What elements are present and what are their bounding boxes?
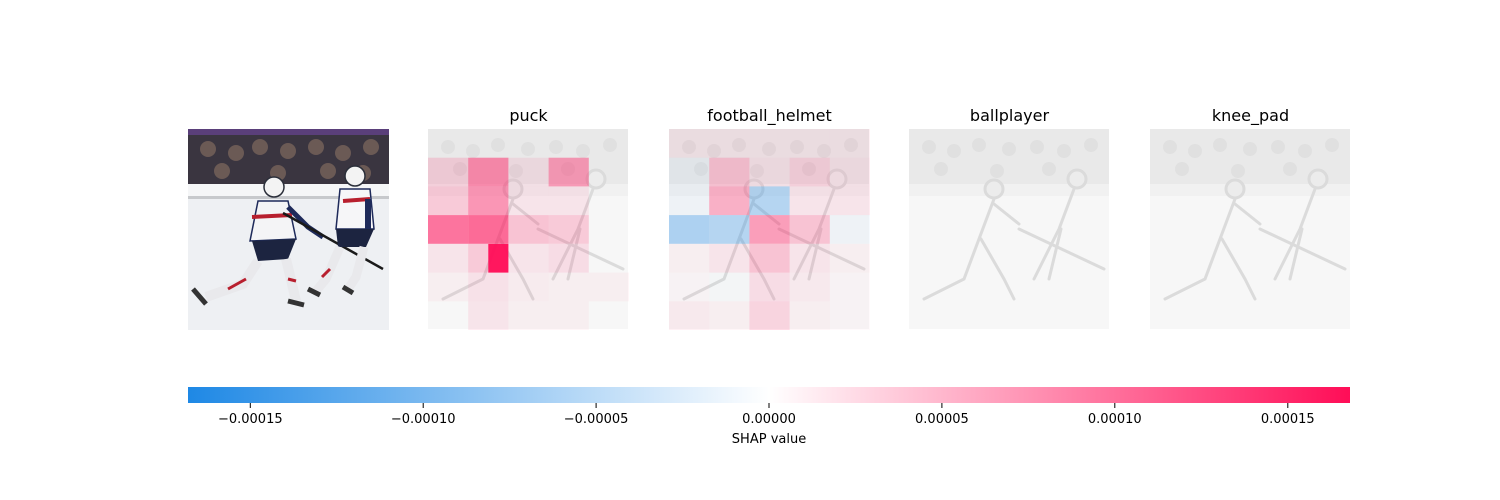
shap-cell — [709, 129, 750, 158]
shap-cell — [588, 272, 629, 302]
shap-cell — [709, 273, 749, 302]
colorbar-tick-label: −0.00005 — [564, 412, 629, 427]
shap-cell — [789, 186, 830, 216]
shap-panel-puck — [426, 127, 630, 331]
colorbar: −0.00015 −0.00010 −0.00005 0.00000 0.00005 0.… — [188, 387, 1350, 447]
overlay-wash — [909, 129, 1110, 330]
shap-cell — [508, 272, 549, 302]
player-right — [306, 165, 375, 298]
overlay-wash — [1150, 129, 1351, 330]
shap-cell — [749, 215, 790, 244]
shap-cell-peak — [488, 243, 509, 273]
shap-cell — [829, 215, 870, 244]
shap-cell — [749, 129, 790, 158]
shap-cell — [468, 301, 509, 330]
panel-title: football_helmet — [707, 106, 831, 126]
shap-cell — [508, 186, 549, 216]
shap-cell — [709, 243, 750, 273]
colorbar-gradient — [188, 387, 1350, 403]
shap-cell — [428, 243, 469, 273]
shap-cell — [829, 243, 870, 273]
shap-cell — [789, 301, 830, 330]
colorbar-tick-label: 0.00000 — [742, 412, 796, 427]
shap-cell — [428, 272, 469, 302]
original-image-panel — [188, 129, 389, 330]
shap-cell — [669, 273, 709, 302]
shap-cell — [789, 243, 830, 273]
shap-cell — [548, 186, 589, 216]
shap-cell — [468, 157, 509, 187]
player-left — [191, 176, 384, 308]
colorbar-tick-label: −0.00010 — [391, 412, 456, 427]
colorbar-tick-label: 0.00010 — [1088, 412, 1142, 427]
shap-cell — [508, 215, 549, 244]
shap-cell — [669, 215, 710, 244]
shap-cell — [830, 273, 870, 302]
shap-cell — [669, 157, 710, 187]
shap-panel-football-helmet — [667, 127, 871, 331]
shap-cell — [508, 301, 549, 330]
shap-cell — [548, 157, 589, 187]
shap-cell — [548, 215, 589, 244]
shap-cell — [468, 186, 509, 216]
shap-cell — [508, 157, 549, 187]
shap-cell — [789, 215, 830, 244]
shap-cell — [749, 243, 790, 273]
shap-cell — [548, 301, 589, 330]
shap-cell — [749, 301, 790, 330]
shap-cell — [669, 186, 710, 216]
shap-cell — [508, 243, 549, 273]
shap-panel-knee-pad — [1148, 127, 1352, 331]
shap-cell — [468, 272, 509, 302]
shap-cell — [669, 129, 710, 158]
colorbar-label: SHAP value — [732, 432, 806, 447]
shap-cell — [749, 186, 790, 216]
shap-cell — [829, 186, 870, 216]
panel-title: ballplayer — [970, 106, 1050, 125]
shap-cell — [789, 157, 830, 187]
panel-title: knee_pad — [1212, 106, 1289, 126]
shap-cell — [829, 129, 870, 158]
shap-cell — [548, 272, 589, 302]
shap-cell — [548, 243, 589, 273]
shap-cell — [789, 129, 830, 158]
colorbar-tick-label: −0.00015 — [218, 412, 283, 427]
shap-cell — [749, 157, 790, 187]
colorbar-tick-label: 0.00015 — [1261, 412, 1315, 427]
shap-cell — [669, 301, 710, 330]
shap-panel-ballplayer — [907, 127, 1111, 331]
panel-title: puck — [509, 106, 548, 125]
shap-cell — [709, 186, 750, 216]
overlay-wash — [669, 129, 870, 330]
shap-cell — [709, 301, 750, 330]
shap-cell — [830, 301, 870, 330]
shap-cell — [789, 272, 830, 302]
shap-cell — [428, 215, 469, 244]
colorbar-tick-label: 0.00005 — [915, 412, 969, 427]
shap-cell — [669, 243, 710, 273]
shap-cell — [709, 157, 750, 187]
shap-cell — [428, 157, 469, 187]
shap-cell — [428, 186, 469, 216]
shap-cell — [829, 157, 870, 187]
shap-cell — [709, 215, 750, 244]
shap-cell — [749, 272, 790, 302]
shap-cell — [468, 215, 509, 244]
